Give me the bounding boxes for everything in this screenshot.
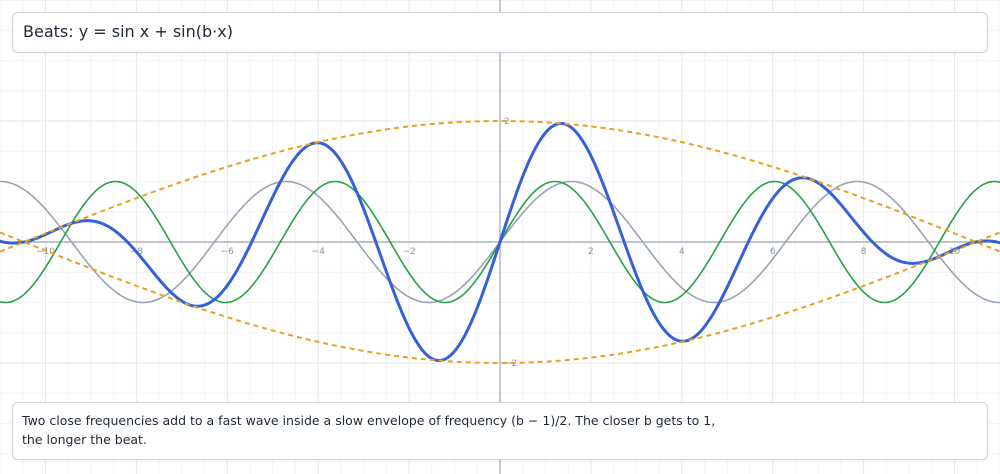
- x-tick-label: 10: [949, 247, 961, 257]
- y-tick-label: 2: [504, 117, 510, 127]
- x-tick-label: 8: [861, 247, 867, 257]
- beat-sum-curve: [0, 121, 1000, 363]
- expression-panel[interactable]: Beats: y = sin x + sin(b·x): [12, 12, 988, 53]
- caption-text: Two close frequencies add to a fast wave…: [22, 413, 716, 447]
- x-tick-label: 4: [679, 247, 685, 257]
- x-tick-label: −2: [402, 247, 415, 257]
- x-tick-label: 2: [588, 247, 594, 257]
- x-tick-label: −6: [221, 247, 235, 257]
- x-tick-label: −4: [312, 247, 326, 257]
- x-tick-label: 6: [770, 247, 776, 257]
- x-tick-label: −10: [36, 247, 55, 257]
- page-title: Beats: y = sin x + sin(b·x): [23, 22, 233, 41]
- y-tick-label: −2: [504, 359, 517, 369]
- curves: [0, 120, 1000, 364]
- caption-panel: Two close frequencies add to a fast wave…: [12, 402, 988, 460]
